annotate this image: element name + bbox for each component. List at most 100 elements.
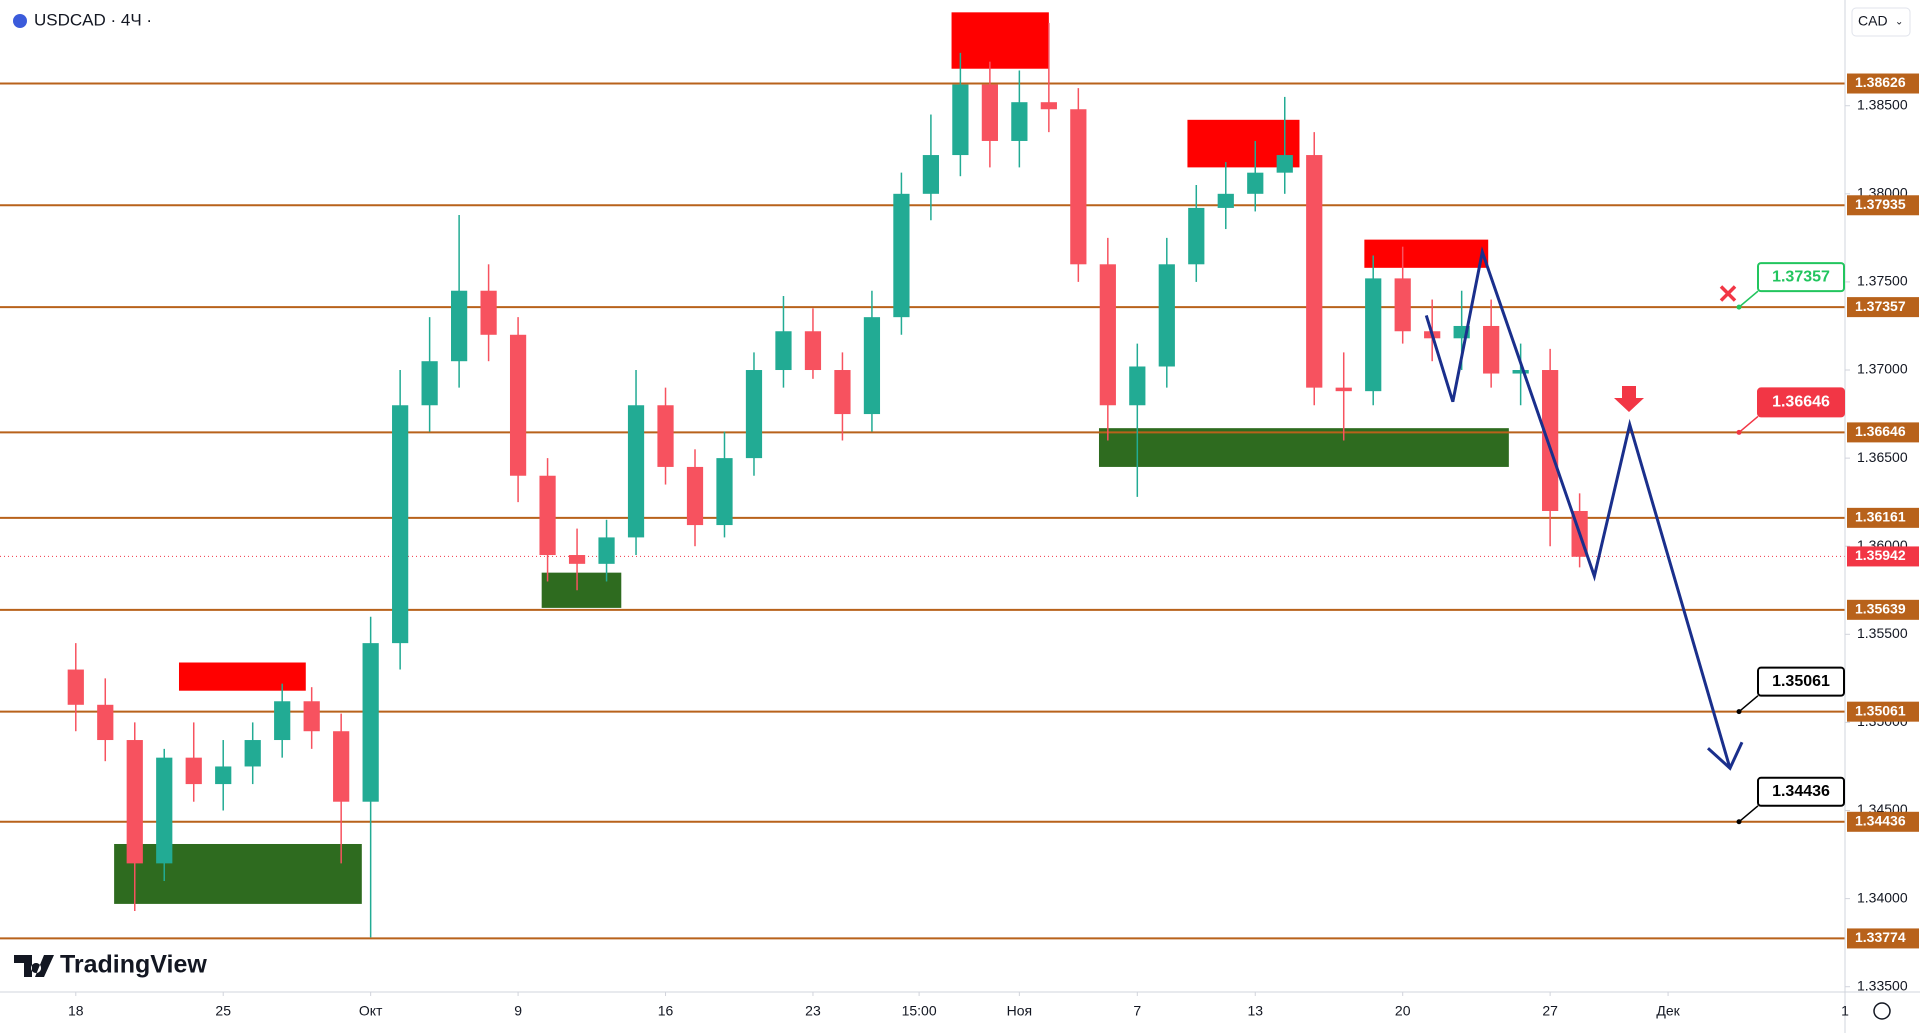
callout-label: 1.37357	[1772, 268, 1830, 285]
logo-mark	[14, 955, 54, 977]
projection-arrowhead	[1706, 741, 1744, 771]
candle-body	[893, 193, 910, 318]
callout-leader	[1738, 290, 1759, 308]
candle-body	[539, 475, 556, 556]
callout-leader	[1738, 415, 1759, 433]
level-label: 1.35639	[1855, 601, 1906, 617]
callout-dot	[1736, 429, 1742, 435]
candle-body	[1247, 172, 1264, 194]
candle-body	[333, 731, 350, 802]
candle-body	[156, 757, 173, 864]
candle-body	[834, 370, 851, 415]
level-label: 1.34436	[1855, 812, 1906, 828]
zone	[541, 572, 622, 608]
candle-body	[627, 405, 645, 538]
candle-body	[1217, 193, 1234, 208]
candle-body	[1070, 109, 1087, 265]
level-label-box	[1847, 297, 1919, 318]
last-price-box	[1847, 546, 1919, 567]
down-arrow-marker	[1614, 386, 1644, 412]
x-tick-label: Дек	[1656, 1003, 1680, 1019]
callout-label: 1.36646	[1772, 394, 1830, 411]
y-tick-label: 1.34000	[1857, 889, 1908, 905]
callout-leader	[1738, 695, 1759, 713]
callout-leader	[1738, 805, 1759, 823]
y-tick-label: 1.35500	[1857, 625, 1908, 641]
level-label-box	[1847, 928, 1919, 949]
candle-body	[1542, 370, 1559, 511]
zone	[951, 12, 1049, 69]
level-label-box	[1847, 701, 1919, 722]
y-tick-label: 1.37500	[1857, 273, 1908, 289]
candle-body	[97, 704, 114, 741]
candle-body	[1158, 264, 1175, 367]
candle-body	[775, 331, 792, 371]
candle-body	[1188, 207, 1205, 265]
level-label-box	[1847, 507, 1919, 528]
last-price-label: 1.35942	[1855, 547, 1906, 563]
x-tick-label: 9	[514, 1003, 522, 1019]
candle-body	[1306, 155, 1323, 388]
zone	[1098, 428, 1509, 467]
settings-button[interactable]	[1873, 1002, 1891, 1020]
level-label-box	[1847, 73, 1919, 94]
candle-body	[1394, 278, 1411, 332]
y-tick-label: 1.37000	[1857, 361, 1908, 377]
candle-body	[126, 740, 143, 864]
candle-body	[657, 405, 674, 467]
x-tick-label: 7	[1133, 1003, 1141, 1019]
level-label: 1.36161	[1855, 509, 1906, 525]
candle-body	[1099, 264, 1116, 406]
candle-body	[185, 757, 202, 785]
callout-box	[1757, 387, 1845, 418]
level-label-box	[1847, 811, 1919, 832]
level-label-box	[1847, 422, 1919, 443]
candle-body	[274, 701, 291, 741]
callout-dot	[1736, 304, 1742, 310]
level-label: 1.37935	[1855, 196, 1906, 212]
candle-body	[686, 466, 704, 526]
candle-body	[1512, 370, 1529, 374]
candle-body	[67, 669, 84, 705]
level-label-box	[1847, 195, 1919, 216]
callout-box	[1757, 262, 1845, 293]
candle-body	[745, 370, 763, 459]
x-tick-label: 23	[805, 1003, 821, 1019]
level-label: 1.33774	[1855, 929, 1906, 945]
plot-area	[0, 12, 1845, 940]
candle-body	[1335, 387, 1352, 392]
candle-body	[598, 537, 615, 564]
candle-body	[215, 766, 232, 785]
x-tick-label: Ноя	[1007, 1003, 1032, 1019]
symbol-title: USDCAD · 4Ч ·	[34, 10, 152, 29]
dropdown-caret: ⌄	[1895, 17, 1903, 28]
callout-dot	[1736, 819, 1742, 825]
candle-body	[1011, 102, 1028, 141]
candle-body	[480, 290, 497, 335]
candle-body	[509, 334, 527, 476]
callout-label: 1.35061	[1772, 673, 1830, 690]
x-tick-label: 25	[215, 1003, 231, 1019]
candle-body	[952, 84, 969, 156]
projection-path	[1424, 246, 1732, 769]
level-label: 1.37357	[1855, 298, 1906, 314]
zone	[114, 843, 362, 904]
x-tick-label: 27	[1542, 1003, 1558, 1019]
candle-body	[804, 331, 822, 371]
currency-dropdown[interactable]	[1851, 7, 1911, 37]
cross-marker: ✕	[1717, 279, 1739, 309]
level-label-box	[1847, 599, 1919, 620]
candle-body	[421, 361, 438, 406]
level-label: 1.36646	[1855, 423, 1906, 439]
brand-name: TradingView	[60, 951, 207, 979]
x-tick-label: 13	[1247, 1003, 1263, 1019]
candle-body	[716, 458, 733, 526]
y-tick-label: 1.36500	[1857, 449, 1908, 465]
callout-label: 1.34436	[1772, 783, 1830, 800]
x-tick-label: 15:00	[902, 1003, 937, 1019]
x-tick-label: Окт	[359, 1003, 383, 1019]
x-tick-label: 20	[1395, 1003, 1411, 1019]
zone	[1364, 239, 1489, 268]
candle-body	[1040, 102, 1057, 110]
